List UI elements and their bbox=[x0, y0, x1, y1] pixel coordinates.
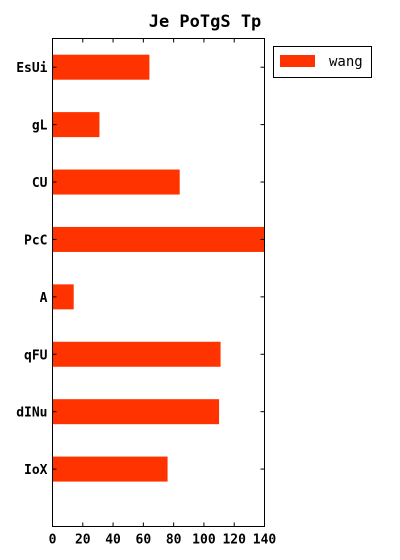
y-tick-label: CU bbox=[32, 176, 48, 191]
bar-dINu bbox=[52, 399, 220, 425]
y-tick-label: dINu bbox=[16, 406, 47, 421]
y-tick-label: qFU bbox=[24, 348, 48, 363]
legend-swatch bbox=[280, 55, 315, 67]
bar-IoX bbox=[52, 456, 168, 482]
y-tick-label: gL bbox=[32, 119, 48, 134]
x-tick-label: 20 bbox=[75, 533, 91, 548]
chart-title: Je PoTgS Tp bbox=[149, 12, 262, 32]
bars-group bbox=[52, 54, 265, 482]
x-tick-label: 0 bbox=[49, 533, 57, 548]
x-tick-label: 80 bbox=[166, 533, 182, 548]
x-tick-labels: 0 20 40 60 80 100 120 140 bbox=[49, 533, 277, 548]
x-tick-label: 120 bbox=[222, 533, 246, 548]
bar-A bbox=[52, 284, 74, 310]
x-tick-label: 140 bbox=[253, 533, 277, 548]
legend-box bbox=[273, 46, 372, 78]
y-tick-label: PcC bbox=[24, 233, 47, 248]
axis-ticks bbox=[52, 38, 265, 527]
bar-CU bbox=[52, 169, 180, 195]
y-tick-label: A bbox=[40, 291, 48, 306]
bar-qFU bbox=[52, 341, 221, 367]
legend: wang bbox=[273, 46, 372, 78]
plot-frame bbox=[52, 38, 265, 527]
legend-label: wang bbox=[329, 54, 363, 70]
bar-PcC bbox=[52, 226, 265, 252]
x-tick-label: 100 bbox=[192, 533, 216, 548]
bar-EsUi bbox=[52, 54, 150, 80]
x-tick-label: 60 bbox=[136, 533, 152, 548]
y-tick-label: EsUi bbox=[16, 61, 47, 76]
bar-gL bbox=[52, 112, 100, 138]
x-tick-label: 40 bbox=[105, 533, 121, 548]
y-tick-label: IoX bbox=[24, 463, 48, 478]
